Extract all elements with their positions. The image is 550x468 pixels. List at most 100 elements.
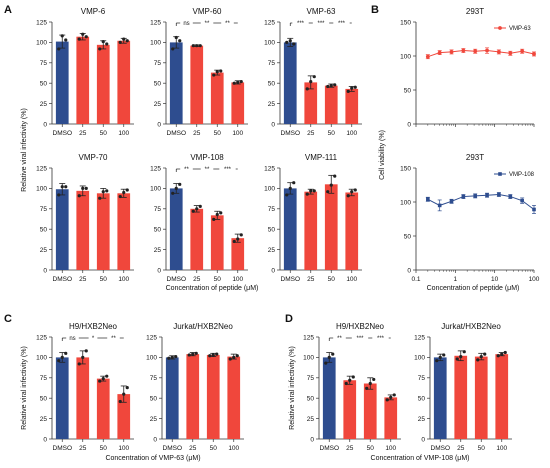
data-point [350, 86, 354, 90]
chart-title: VMP-63 [307, 7, 336, 16]
x-tick-label: 0.1 [411, 276, 420, 283]
y-tick-label: 75 [40, 375, 48, 382]
significance-label: ns [183, 21, 189, 27]
chart-title: 293T [466, 7, 484, 16]
data-point [81, 32, 85, 36]
data-point [324, 361, 328, 365]
y-tick-label: 50 [404, 87, 412, 94]
y-tick-label: 0 [310, 436, 314, 443]
x-tick-label: DMSO [163, 445, 183, 452]
y-tick-label: 125 [264, 19, 275, 26]
data-point [285, 193, 289, 197]
x-tick-label: DMSO [167, 276, 187, 283]
data-point [449, 50, 454, 54]
data-point [64, 351, 68, 355]
bar-100 [231, 238, 245, 270]
data-point [312, 189, 316, 193]
y-tick-label: 75 [154, 206, 162, 213]
significance-label: * [92, 336, 95, 342]
bar-DMSO [55, 41, 69, 124]
bar-25 [76, 357, 90, 439]
legend-marker [498, 172, 502, 176]
bar-25 [186, 354, 200, 439]
x-tick-label: 50 [328, 276, 336, 283]
data-point [57, 359, 61, 363]
y-tick-label: 100 [36, 40, 47, 47]
chart-title: Jurkat/HXB2Neo [441, 322, 501, 331]
data-point [170, 355, 174, 359]
x-tick-label: 100 [346, 130, 357, 137]
chart-title: VMP-70 [79, 153, 108, 162]
significance-label: ** [111, 336, 116, 342]
y-tick-label: 75 [154, 60, 162, 67]
bar-DMSO [433, 357, 447, 439]
x-tick-label: 25 [346, 445, 354, 452]
data-point [329, 84, 333, 88]
panel-label-b: B [371, 4, 379, 16]
data-point [461, 48, 466, 53]
data-point [195, 44, 199, 48]
x-tick-label: 25 [79, 276, 87, 283]
data-point [219, 69, 223, 73]
y-tick-label: 50 [268, 81, 276, 88]
x-tick-label: 50 [328, 130, 336, 137]
data-point [449, 199, 454, 204]
bar-25 [190, 45, 204, 124]
x-tick-label: 25 [457, 445, 465, 452]
data-point [462, 350, 466, 354]
bar-50 [96, 193, 110, 270]
chart-title: VMP-111 [305, 153, 338, 162]
y-tick-label: 75 [268, 60, 276, 67]
data-point [508, 194, 513, 199]
panel-b-x-label: Concentration of peptide (μM) [427, 285, 520, 292]
y-tick-label: 25 [154, 247, 162, 254]
data-point [476, 358, 480, 362]
x-tick-label: 1 [454, 276, 458, 283]
line-chart-6: 293T 0 50 100 150 VMP-63 [400, 7, 536, 128]
y-tick-label: 125 [146, 334, 157, 341]
y-tick-label: 25 [268, 247, 276, 254]
data-point [118, 40, 122, 45]
data-point [392, 393, 396, 397]
y-tick-label: 50 [150, 396, 158, 403]
data-point [508, 51, 513, 56]
data-point [346, 194, 350, 198]
y-tick-label: 0 [43, 121, 47, 128]
data-point [288, 39, 292, 43]
data-point [122, 392, 126, 396]
x-tick-label: 50 [210, 445, 218, 452]
data-point [288, 186, 292, 190]
bar-25 [304, 191, 318, 270]
series-line [427, 194, 535, 210]
y-tick-label: 50 [268, 227, 276, 234]
bar-25 [76, 190, 90, 270]
panel-label-c: C [4, 313, 12, 325]
y-tick-label: 100 [150, 186, 161, 193]
x-tick-label: 100 [529, 276, 540, 283]
data-point [365, 386, 369, 391]
panel-b-y-label: Cell viability (%) [379, 130, 386, 180]
panel-c-x-label: Concentration of VMP-63 (μM) [105, 455, 200, 462]
data-point [331, 352, 335, 356]
y-tick-label: 0 [157, 121, 161, 128]
y-tick-label: 25 [40, 101, 48, 108]
data-point [442, 353, 446, 357]
chart-title: Jurkat/HXB2Neo [173, 322, 233, 331]
data-point [125, 39, 129, 43]
data-point [125, 385, 129, 390]
bar-DMSO [322, 357, 336, 439]
y-tick-label: 150 [400, 165, 411, 172]
x-tick-label: DMSO [53, 130, 73, 137]
data-point [64, 185, 68, 189]
data-point [372, 377, 376, 382]
data-point [425, 54, 430, 59]
x-tick-label: DMSO [281, 276, 301, 283]
data-point [426, 197, 430, 202]
y-tick-label: 0 [407, 121, 411, 128]
data-point [194, 351, 198, 355]
data-point [236, 80, 240, 84]
bar-chart-9: Jurkat/HXB2Neo 0 25 50 75 100 125 DMSO 25 50 100 [146, 322, 244, 452]
significance-label: ** [225, 21, 230, 27]
